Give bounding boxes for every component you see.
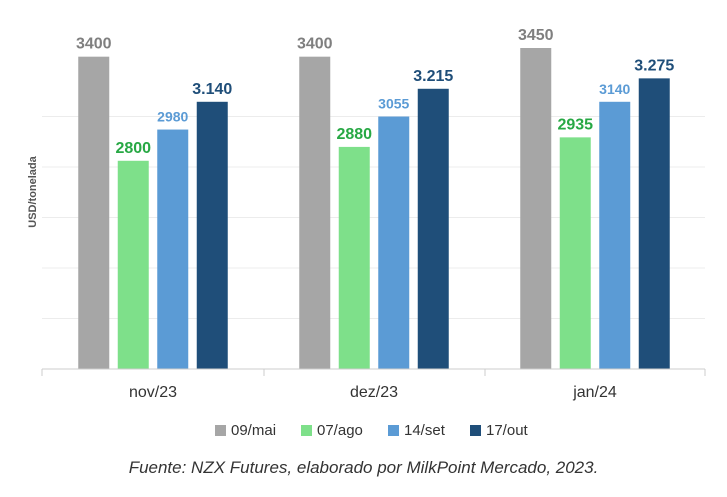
legend-item: 07/ago (301, 422, 363, 439)
bar (338, 146, 370, 369)
legend: 09/mai 07/ago 14/set 17/out (215, 422, 529, 439)
legend-label: 09/mai (231, 422, 276, 439)
bar (78, 56, 110, 370)
data-label: 3400 (76, 36, 112, 53)
legend-swatch (470, 425, 481, 436)
bar (638, 78, 670, 369)
bar-chart: USD/tonelada 3400 3400 3450 2800 2880 2935 2980… (27, 27, 706, 439)
source-caption: Fuente: NZX Futures, elaborado por MilkP… (128, 458, 599, 477)
data-labels: 3400 3400 3450 2800 2880 2935 2980 3055 3140 3.14… (76, 27, 674, 157)
data-label: 3055 (378, 96, 409, 112)
bar (417, 88, 449, 370)
data-label: 3.215 (413, 68, 453, 85)
legend-item: 14/set (388, 422, 446, 439)
data-label: 3450 (518, 27, 554, 44)
bar (117, 160, 149, 369)
data-label: 2880 (336, 126, 372, 143)
x-tick-label: jan/24 (572, 384, 617, 401)
data-label: 3.140 (192, 81, 232, 98)
data-label: 3.275 (634, 57, 674, 74)
bar (559, 137, 591, 369)
x-tick-label: dez/23 (350, 384, 398, 401)
data-label: 2980 (157, 109, 188, 125)
legend-label: 14/set (404, 422, 446, 439)
bar (520, 48, 552, 369)
legend-swatch (215, 425, 226, 436)
legend-swatch (301, 425, 312, 436)
grid-lines (42, 116, 705, 319)
legend-label: 17/out (486, 422, 529, 439)
legend-label: 07/ago (317, 422, 363, 439)
bar (599, 101, 631, 370)
legend-item: 17/out (470, 422, 529, 439)
bar (299, 56, 331, 370)
data-label: 3400 (297, 36, 333, 53)
y-axis-label: USD/tonelada (27, 155, 39, 227)
data-label: 3140 (599, 81, 630, 97)
legend-swatch (388, 425, 399, 436)
bar (196, 101, 228, 370)
bars (78, 48, 670, 370)
bar (157, 129, 189, 369)
data-label: 2800 (115, 140, 151, 157)
legend-item: 09/mai (215, 422, 276, 439)
x-tick-label: nov/23 (129, 384, 177, 401)
data-label: 2935 (557, 116, 593, 133)
bar (378, 116, 410, 369)
